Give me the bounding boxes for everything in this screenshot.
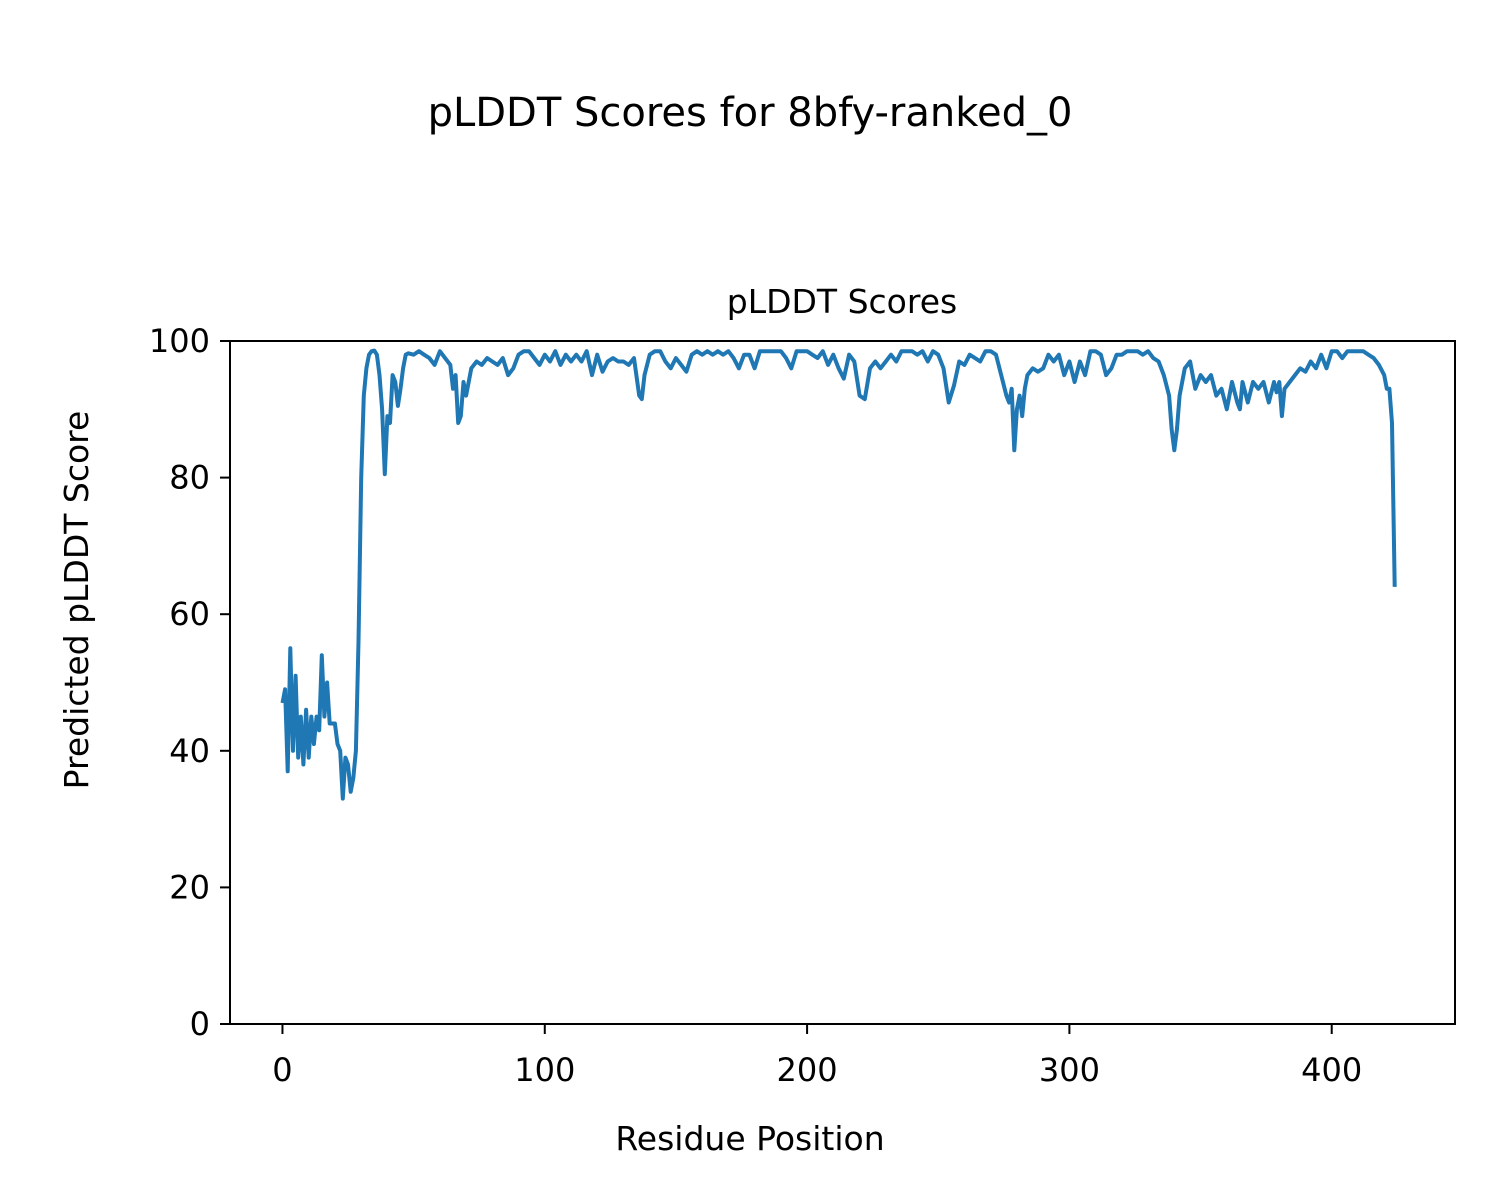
series-line — [280, 348, 1397, 801]
y-axis-ticks: 0 20 40 60 80 100 — [149, 322, 230, 1043]
y-tick-label: 40 — [169, 732, 210, 770]
y-axis-title: Predicted pLDDT Score — [57, 411, 96, 790]
x-tick-label: 300 — [1039, 1051, 1100, 1089]
x-axis-title: Residue Position — [615, 1119, 884, 1158]
y-tick-label: 100 — [149, 322, 210, 360]
y-tick-label: 60 — [169, 595, 210, 633]
plot-title: pLDDT Scores — [727, 282, 957, 321]
figure-title: pLDDT Scores for 8bfy-ranked_0 — [427, 90, 1073, 136]
x-tick-label: 200 — [777, 1051, 838, 1089]
x-tick-label: 0 — [272, 1051, 292, 1089]
x-tick-label: 400 — [1301, 1051, 1362, 1089]
plot-frame — [229, 340, 1456, 1025]
x-axis-ticks: 0 100 200 300 400 — [272, 1024, 1362, 1089]
x-tick-label: 100 — [514, 1051, 575, 1089]
y-tick-label: 80 — [169, 459, 210, 497]
y-tick-label: 20 — [169, 868, 210, 906]
y-tick-label: 0 — [190, 1005, 210, 1043]
